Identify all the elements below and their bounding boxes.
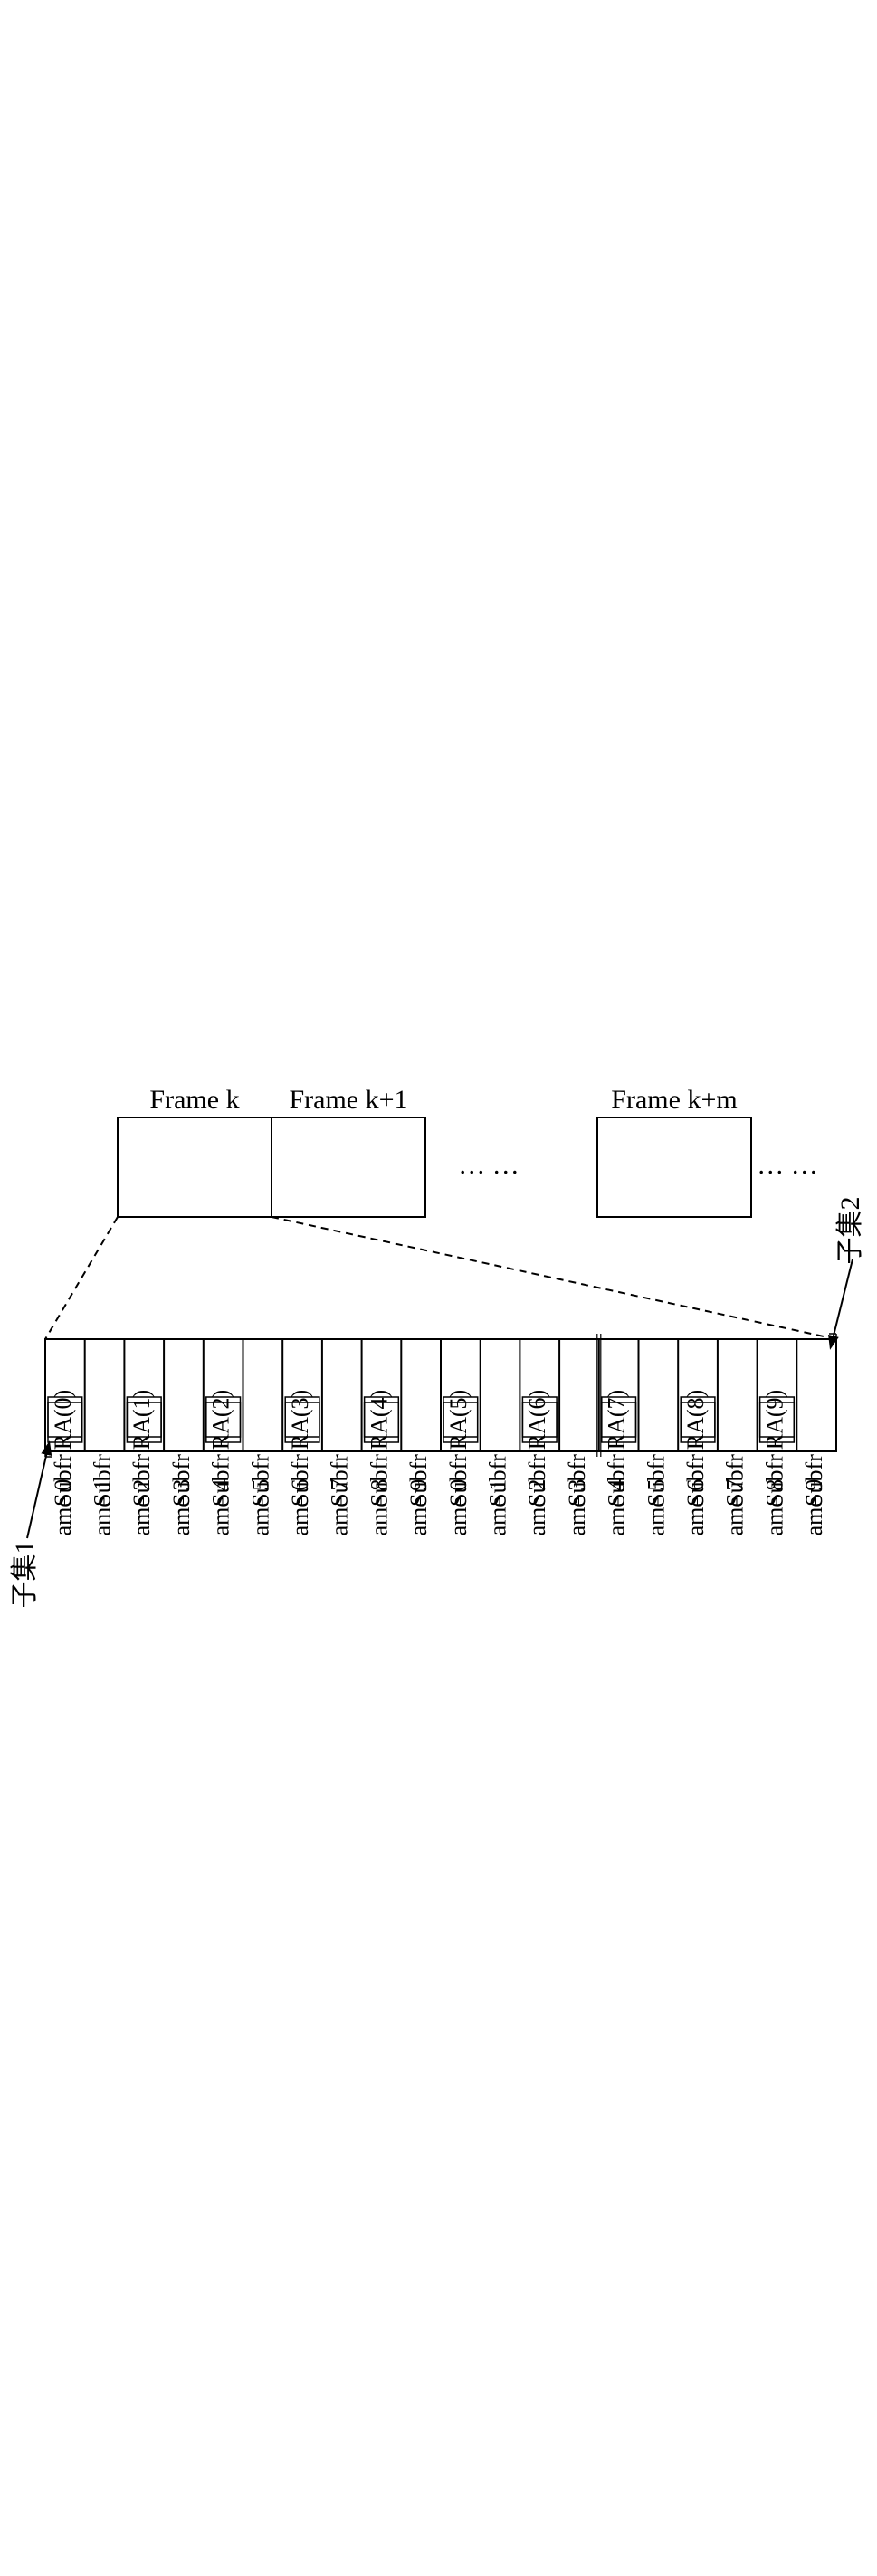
frame-label: Frame k [149,1085,239,1115]
subframe-axis-label: ame 0 [445,1479,472,1536]
ra-label: RA(8) [682,1390,709,1450]
expansion-line-right [272,1217,836,1339]
subframe-axis-label: ame 0 [50,1479,76,1536]
subset2-label: 子集2 [835,1197,865,1265]
ra-label: RA(1) [129,1390,155,1450]
frame-box [597,1117,751,1217]
subframe-axis-label: ame 1 [485,1479,511,1536]
subframe-axis-label: ame 7 [327,1479,353,1536]
ra-label: RA(2) [208,1390,234,1450]
subframe-axis-label: ame 4 [604,1479,630,1536]
ra-label: RA(7) [604,1390,630,1450]
expansion-line-left [45,1217,118,1339]
frame-box [272,1117,425,1217]
subframe-axis-label: ame 5 [643,1479,669,1536]
subframe-axis-label: ame 2 [129,1479,155,1536]
frame-ellipsis: … … [757,1150,818,1180]
ra-label: RA(6) [524,1390,550,1450]
subframe-axis-label: ame 5 [247,1479,273,1536]
subframe-axis-label: ame 2 [524,1479,550,1536]
ra-label: RA(9) [761,1390,787,1450]
subset2-arrow [831,1259,853,1346]
subframe-axis-label: ame 3 [564,1479,590,1536]
frame-label: Frame k+m [611,1085,737,1115]
subframe-axis-label: ame 9 [405,1479,432,1536]
ra-label: RA(3) [287,1390,313,1450]
ra-label: RA(4) [366,1390,392,1450]
subframe-axis-label: ame 8 [761,1479,787,1536]
ra-label: RA(5) [445,1390,472,1450]
frame-box [118,1117,272,1217]
subframe-axis-label: ame 6 [287,1479,313,1536]
frame-label: Frame k+1 [289,1085,407,1115]
frame-ellipsis: … … [458,1150,520,1180]
subset1-arrow [27,1444,49,1538]
subframe-axis-label: ame 4 [208,1479,234,1536]
subframe-axis-label: ame 3 [168,1479,195,1536]
ra-label: RA(0) [50,1390,76,1450]
diagram-layer: Frame k Frame k+1 Frame k+m … … … … RA(0) RA(1… [10,1085,865,1609]
diagram-canvas: Frame k Frame k+1 Frame k+m … … … … RA(0) RA(1… [0,0,877,2571]
subset1-label: 子集1 [10,1541,40,1609]
subframe-axis-label: ame 7 [722,1479,748,1536]
subframe-axis-label: ame 8 [366,1479,392,1536]
subframe-axis-label: ame 6 [682,1479,709,1536]
subframe-axis-label: ame 9 [801,1479,827,1536]
subframe-axis-label: ame 1 [90,1479,116,1536]
